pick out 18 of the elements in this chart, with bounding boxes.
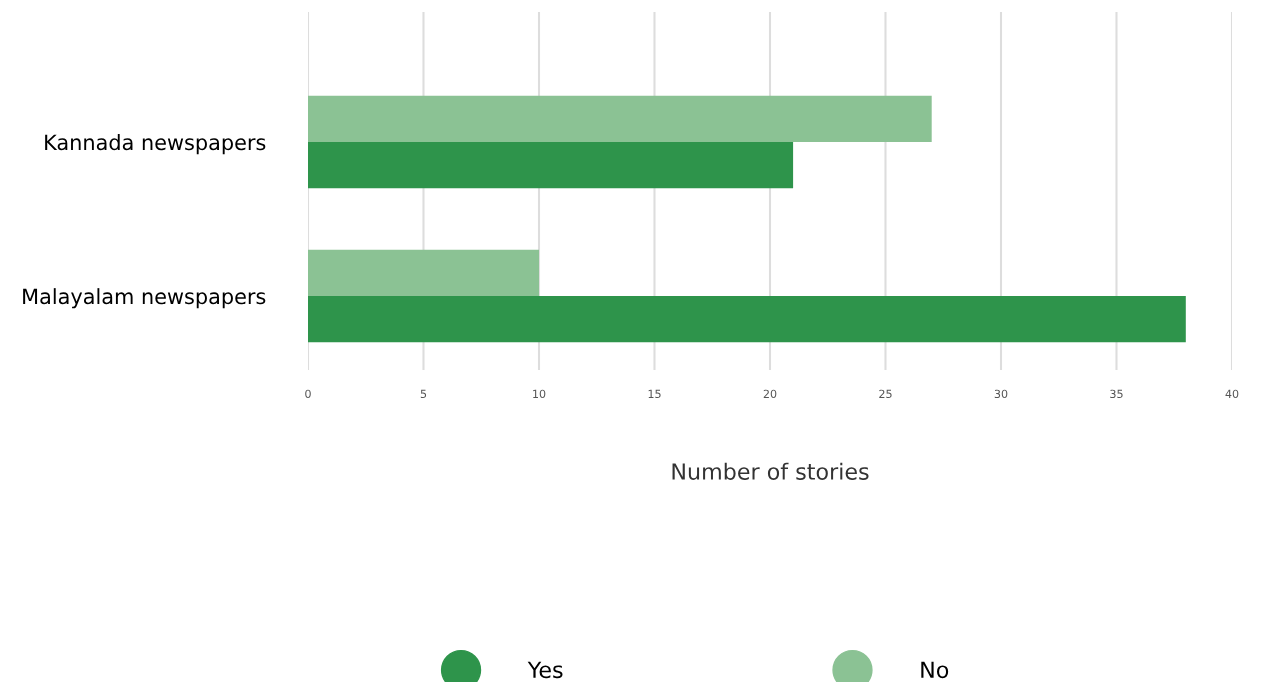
bar <box>308 296 1186 343</box>
legend-label: Yes <box>527 661 563 679</box>
x-tick-label: 0 <box>305 389 311 399</box>
bar <box>308 95 932 143</box>
x-tick-label: 35 <box>1110 389 1123 399</box>
x-tick-label: 10 <box>533 389 546 399</box>
x-tick-label: 30 <box>994 389 1008 399</box>
y-tick-label: Malayalam newspapers <box>23 288 266 309</box>
x-tick-label: 25 <box>879 389 892 399</box>
x-tick-label: 20 <box>763 389 777 399</box>
bar <box>308 249 539 297</box>
bar <box>308 142 794 189</box>
legend-label: No <box>921 661 949 679</box>
x-tick-label: 40 <box>1225 389 1239 399</box>
x-tick-label: 5 <box>420 389 427 399</box>
x-tick-label: 15 <box>648 389 661 399</box>
x-axis-title: Number of stories <box>672 462 869 480</box>
y-tick-label: Kannada newspapers <box>45 134 266 155</box>
